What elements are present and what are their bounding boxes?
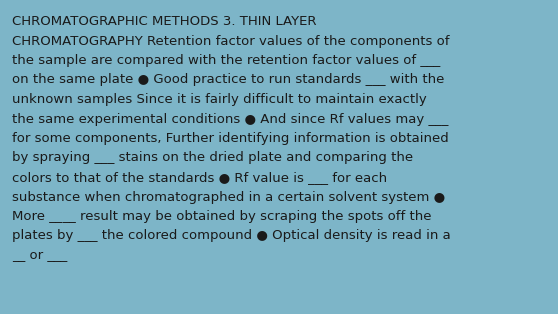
- Text: __ or ___: __ or ___: [12, 249, 68, 262]
- Text: colors to that of the standards ● Rf value is ___ for each: colors to that of the standards ● Rf val…: [12, 171, 387, 184]
- Text: unknown samples Since it is fairly difficult to maintain exactly: unknown samples Since it is fairly diffi…: [12, 93, 427, 106]
- Text: substance when chromatographed in a certain solvent system ●: substance when chromatographed in a cert…: [12, 191, 445, 203]
- Text: the same experimental conditions ● And since Rf values may ___: the same experimental conditions ● And s…: [12, 112, 449, 126]
- Text: More ____ result may be obtained by scraping the spots off the: More ____ result may be obtained by scra…: [12, 210, 431, 223]
- Text: CHROMATOGRAPHY Retention factor values of the components of: CHROMATOGRAPHY Retention factor values o…: [12, 35, 450, 47]
- Text: for some components, Further identifying information is obtained: for some components, Further identifying…: [12, 132, 449, 145]
- Text: by spraying ___ stains on the dried plate and comparing the: by spraying ___ stains on the dried plat…: [12, 151, 413, 165]
- Text: the sample are compared with the retention factor values of ___: the sample are compared with the retenti…: [12, 54, 440, 67]
- Text: on the same plate ● Good practice to run standards ___ with the: on the same plate ● Good practice to run…: [12, 73, 444, 86]
- Text: plates by ___ the colored compound ● Optical density is read in a: plates by ___ the colored compound ● Opt…: [12, 230, 451, 242]
- Text: CHROMATOGRAPHIC METHODS 3. THIN LAYER: CHROMATOGRAPHIC METHODS 3. THIN LAYER: [12, 15, 316, 28]
